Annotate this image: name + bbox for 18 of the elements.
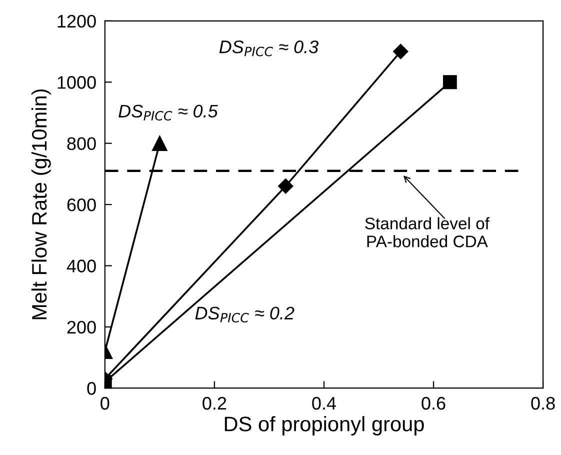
annotation: DS$_{PICC}$ ≈ 0.2 [195, 306, 294, 322]
y-tick-label: 1200 [58, 14, 96, 28]
x-tick-label: 0.6 [422, 396, 446, 410]
y-tick-label: 400 [66, 260, 96, 272]
annotation: DS$_{PICC}$ ≈ 0.3 [219, 40, 318, 56]
y-tick-label: 800 [67, 137, 96, 150]
y-tick-label: 600 [67, 198, 96, 212]
x-axis-title: DS of propionyl group [224, 416, 424, 436]
x-tick-label: 0.2 [202, 396, 226, 410]
ref-line-label: Standard level of PA-bonded CDA [365, 217, 490, 248]
y-tick-label: 1000 [58, 76, 96, 89]
x-tick-label: 0.4 [312, 396, 336, 410]
y-tick-label: 0 [87, 382, 96, 395]
x-tick-label: 0.8 [531, 396, 555, 410]
y-tick-label: 200 [67, 320, 96, 334]
x-tick-label: 0 [100, 396, 110, 410]
annotation: DS$_{PICC}$ ≈ 0.5 [118, 104, 218, 121]
y-axis-title: Melt Flow Rate (g/10min) [31, 89, 51, 320]
